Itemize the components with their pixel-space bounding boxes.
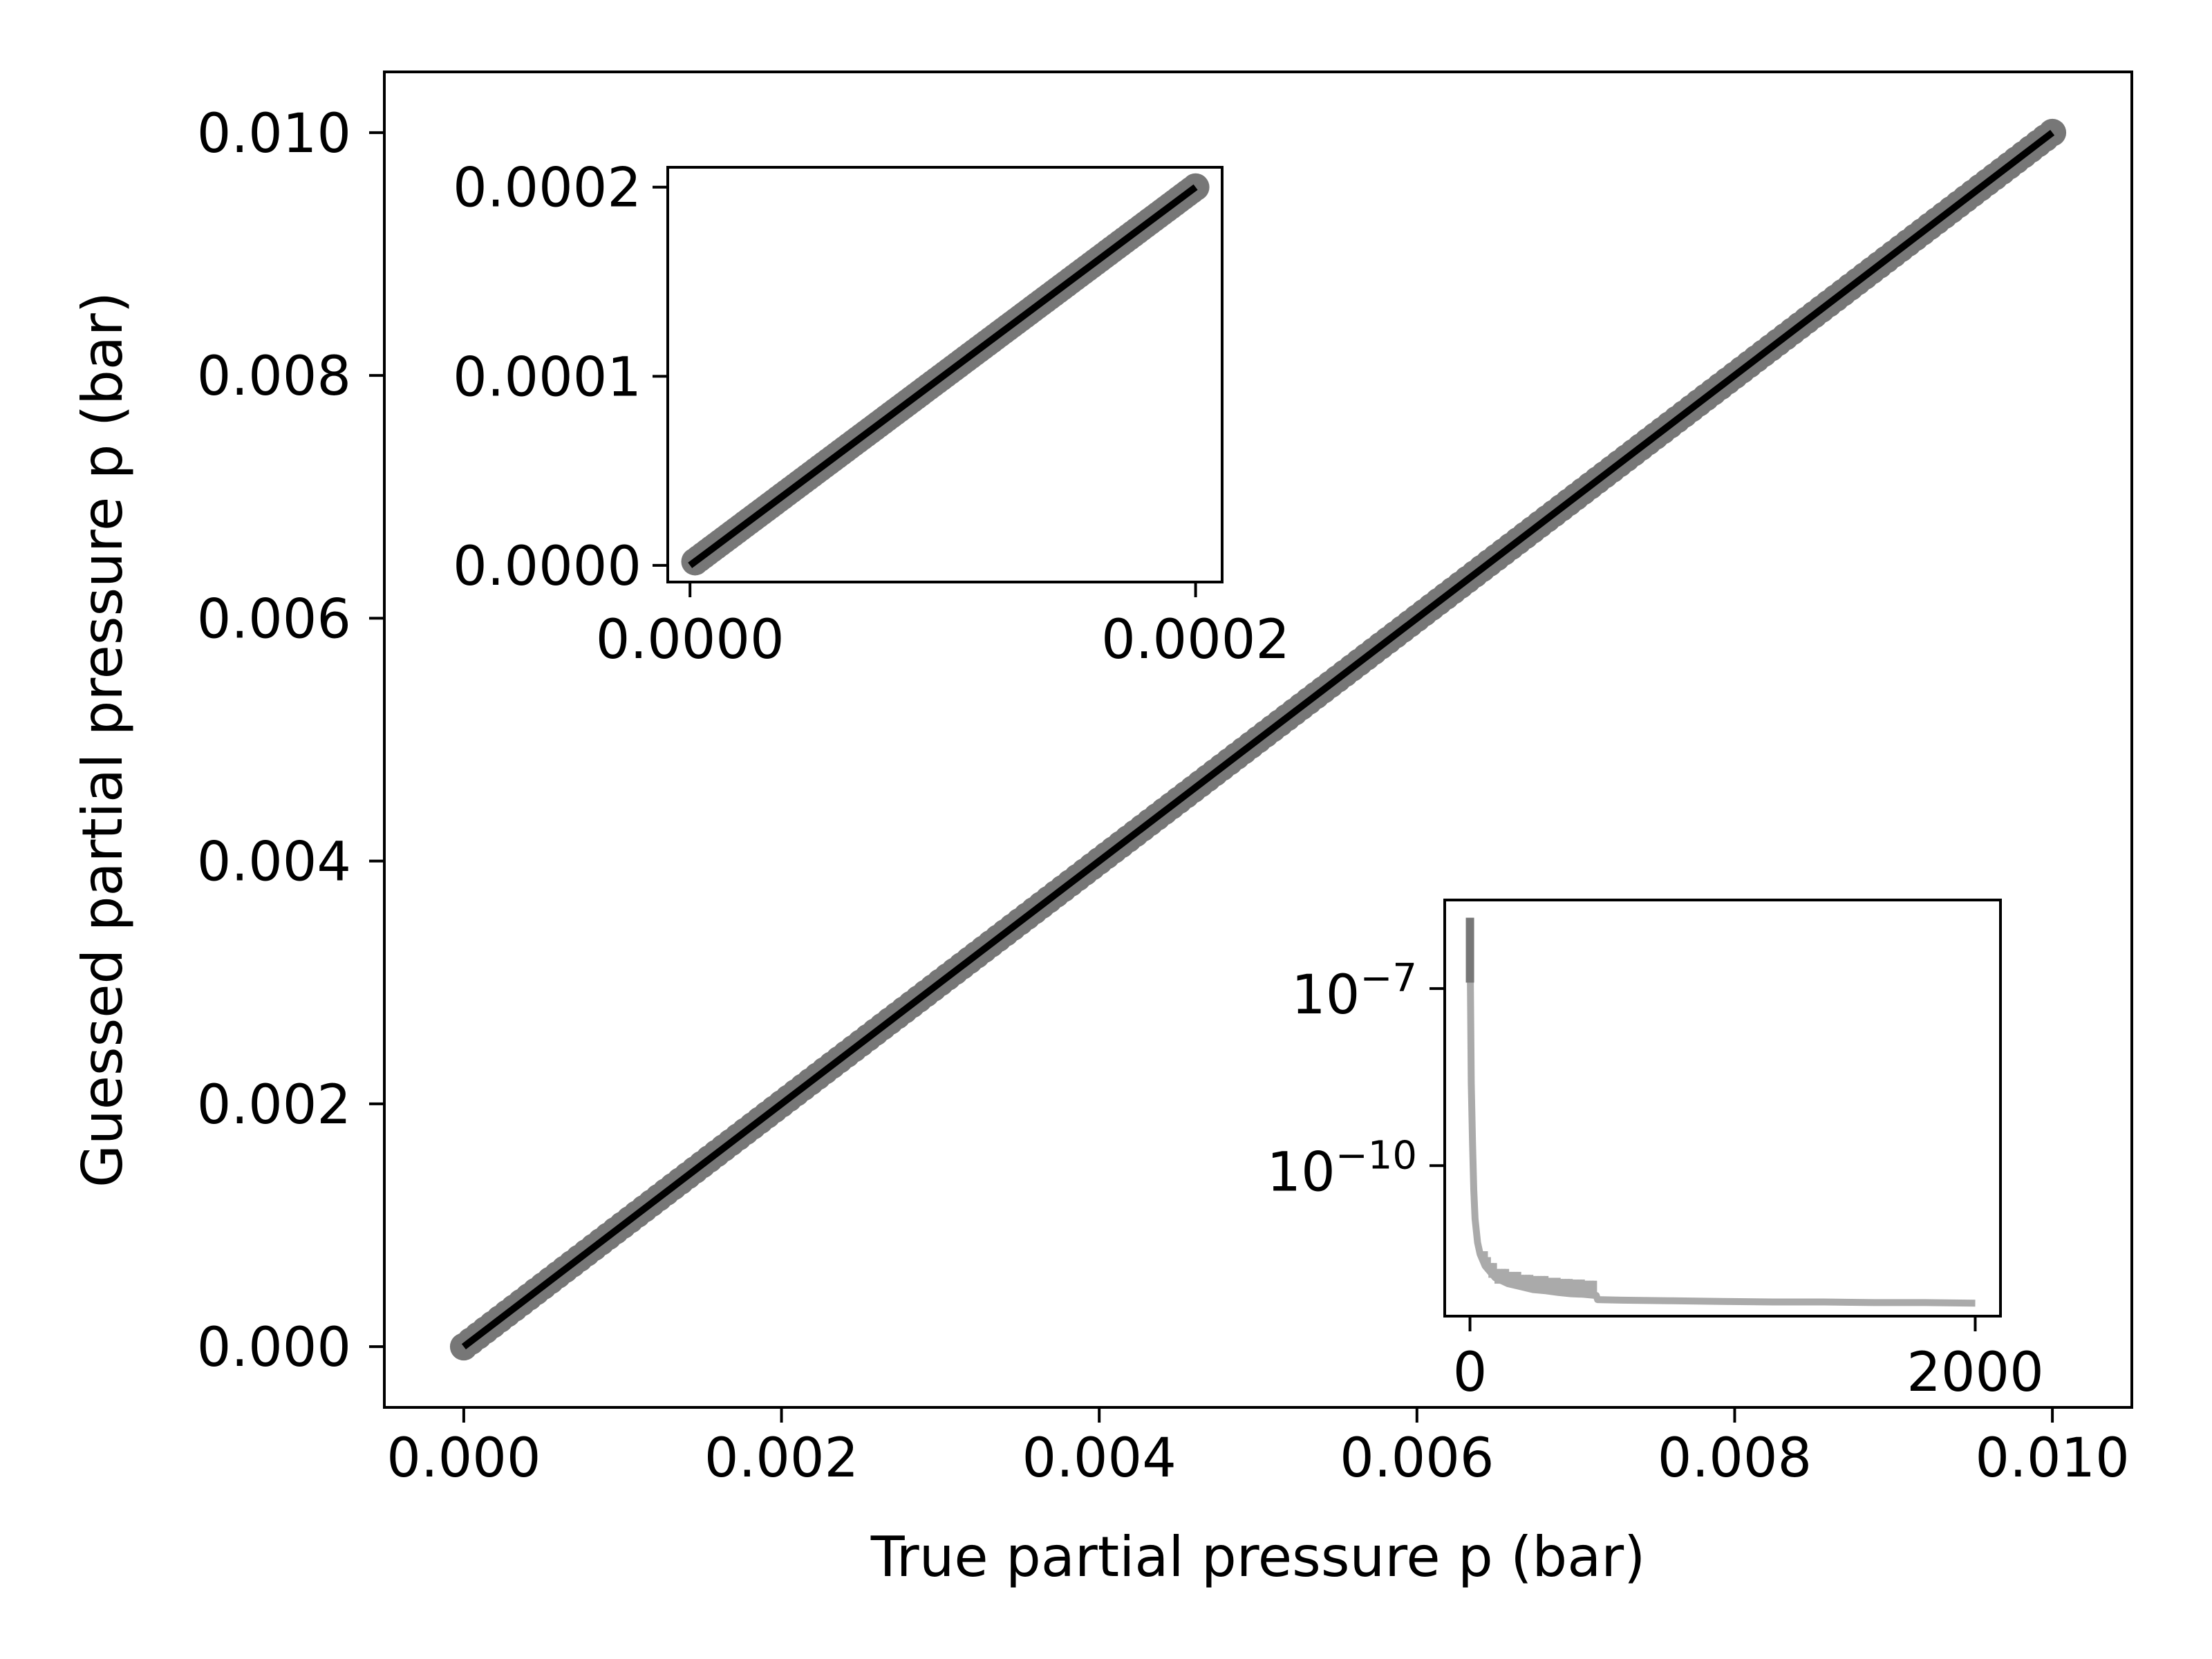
error-line [1466, 929, 1976, 1307]
x-tick-label: 0 [1453, 1342, 1488, 1404]
inset-bottom-right-x-axis: 0 2000 [1453, 1316, 2044, 1404]
identity-line [688, 184, 1198, 568]
y-tick-label: 0.008 [197, 346, 351, 408]
inset-bottom-right-marks [1465, 917, 1976, 1307]
y-tick-label: 0.0002 [453, 158, 641, 220]
inset-bottom-right-background [1445, 900, 2000, 1316]
inset-bottom-right-frame [1443, 899, 2002, 1318]
y-tick-label: 0.0001 [453, 346, 641, 409]
main-plot: 0.000 0.002 0.004 0.006 0.008 0.010 0.0000.00… [71, 71, 2133, 1589]
y-tick-label: 10−7 [1291, 956, 1417, 1027]
inset-bottom-right: 0 2000 10−7 10−10 [1267, 899, 2044, 1404]
x-tick-label: 0.0000 [596, 609, 785, 671]
inset-top-left: 0.0000 0.0002 0.0000 0.0001 0.0002 [453, 158, 1290, 671]
inset-top-left-y-axis: 0.0000 0.0001 0.0002 [453, 158, 668, 598]
x-tick-label: 0.000 [386, 1427, 541, 1490]
y-tick-label: 10−10 [1267, 1133, 1417, 1203]
y-tick-label: 0.0000 [453, 536, 641, 598]
y-tick-label: 0.002 [197, 1074, 351, 1136]
x-tick-label: 0.002 [704, 1427, 859, 1490]
y-tick-label: 0.000 [197, 1317, 351, 1379]
main-plot-frame [383, 71, 2133, 1409]
x-tick-label: 2000 [1906, 1342, 2044, 1404]
main-plot-marks [449, 118, 2067, 1361]
x-tick-label: 0.0002 [1101, 609, 1290, 671]
x-tick-label: 0.006 [1340, 1427, 1494, 1490]
inset-top-left-marks [681, 173, 1210, 576]
main-y-axis: 0.000 0.002 0.004 0.006 0.008 0.010 [197, 103, 384, 1379]
main-x-axis: 0.000 0.002 0.004 0.006 0.008 0.010 [386, 1407, 2130, 1490]
inset-bottom-right-y-axis: 10−7 10−10 [1267, 956, 1445, 1203]
x-tick-label: 0.010 [1975, 1427, 2129, 1490]
identity-line [461, 129, 2055, 1350]
y-axis-label: Guessed partial pressure p (bar) [71, 292, 135, 1188]
inset-top-left-frame [666, 166, 1224, 583]
x-tick-label: 0.008 [1658, 1427, 1812, 1490]
y-tick-label: 0.006 [197, 588, 351, 650]
x-axis-label: True partial pressure p (bar) [870, 1525, 1646, 1589]
y-tick-label: 0.004 [197, 832, 351, 894]
y-tick-label: 0.010 [197, 103, 351, 165]
x-tick-label: 0.004 [1022, 1427, 1177, 1490]
inset-top-left-x-axis: 0.0000 0.0002 [596, 582, 1290, 671]
